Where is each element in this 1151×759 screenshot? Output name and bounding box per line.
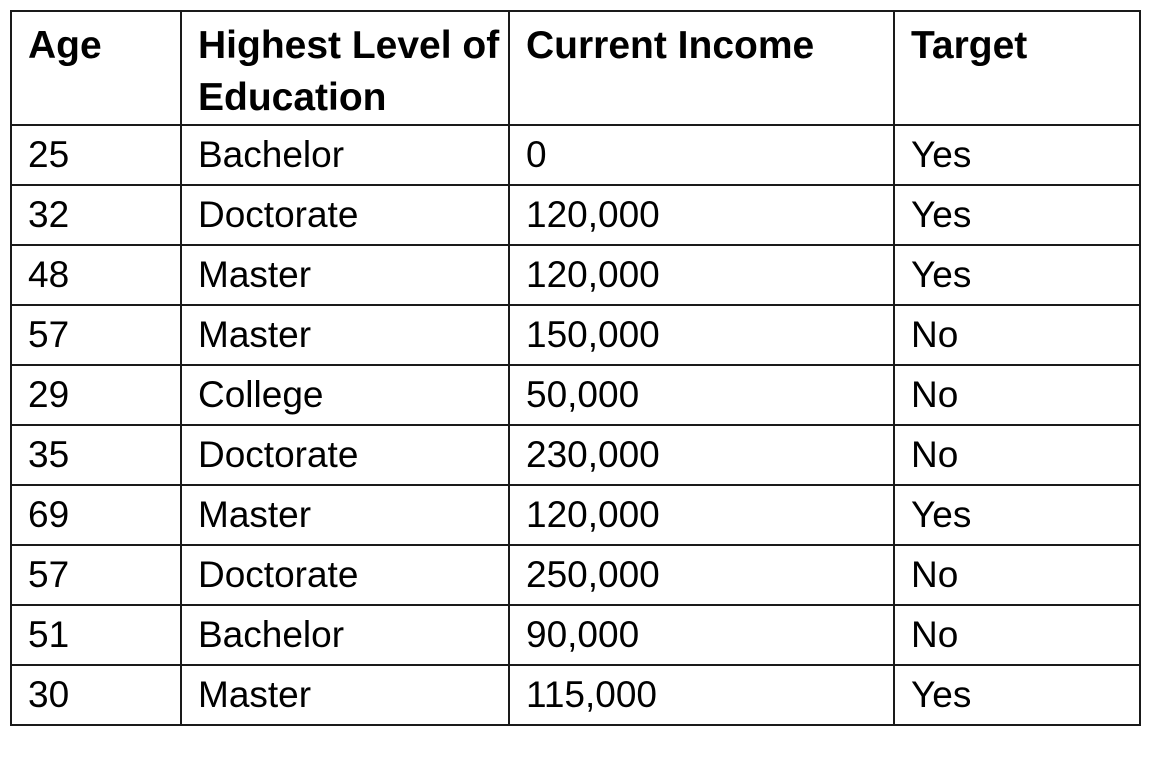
cell-age: 32 — [10, 184, 182, 246]
cell-age: 30 — [10, 664, 182, 726]
cell-target: No — [893, 424, 1141, 486]
cell-age: 29 — [10, 364, 182, 426]
cell-education: Master — [180, 484, 510, 546]
cell-income: 120,000 — [508, 184, 895, 246]
cell-income: 120,000 — [508, 244, 895, 306]
header-income: Current Income — [508, 10, 895, 126]
cell-target: Yes — [893, 124, 1141, 186]
table-row: 25 Bachelor 0 Yes — [10, 124, 1141, 186]
cell-education: Bachelor — [180, 124, 510, 186]
cell-age: 69 — [10, 484, 182, 546]
table-row: 35 Doctorate 230,000 No — [10, 424, 1141, 486]
table-row: 29 College 50,000 No — [10, 364, 1141, 426]
cell-target: No — [893, 364, 1141, 426]
cell-age: 57 — [10, 544, 182, 606]
cell-target: No — [893, 544, 1141, 606]
cell-income: 150,000 — [508, 304, 895, 366]
cell-income: 90,000 — [508, 604, 895, 666]
cell-education: Doctorate — [180, 424, 510, 486]
table-row: 57 Master 150,000 No — [10, 304, 1141, 366]
cell-education: Master — [180, 664, 510, 726]
cell-income: 250,000 — [508, 544, 895, 606]
table-row: 32 Doctorate 120,000 Yes — [10, 184, 1141, 246]
cell-target: Yes — [893, 664, 1141, 726]
cell-income: 50,000 — [508, 364, 895, 426]
cell-age: 35 — [10, 424, 182, 486]
header-education: Highest Level of Education — [180, 10, 510, 126]
cell-income: 0 — [508, 124, 895, 186]
cell-education: College — [180, 364, 510, 426]
table-row: 30 Master 115,000 Yes — [10, 664, 1141, 726]
table-row: 69 Master 120,000 Yes — [10, 484, 1141, 546]
cell-education: Doctorate — [180, 184, 510, 246]
cell-income: 120,000 — [508, 484, 895, 546]
cell-target: No — [893, 604, 1141, 666]
cell-education: Master — [180, 304, 510, 366]
cell-age: 57 — [10, 304, 182, 366]
cell-income: 230,000 — [508, 424, 895, 486]
cell-education: Doctorate — [180, 544, 510, 606]
table-header-row: Age Highest Level of Education Current I… — [10, 10, 1141, 126]
cell-age: 48 — [10, 244, 182, 306]
cell-target: Yes — [893, 484, 1141, 546]
cell-target: Yes — [893, 184, 1141, 246]
cell-education: Master — [180, 244, 510, 306]
data-table: Age Highest Level of Education Current I… — [10, 10, 1141, 726]
cell-target: No — [893, 304, 1141, 366]
cell-age: 25 — [10, 124, 182, 186]
table-row: 57 Doctorate 250,000 No — [10, 544, 1141, 606]
cell-target: Yes — [893, 244, 1141, 306]
table-row: 51 Bachelor 90,000 No — [10, 604, 1141, 666]
cell-age: 51 — [10, 604, 182, 666]
cell-education: Bachelor — [180, 604, 510, 666]
table-row: 48 Master 120,000 Yes — [10, 244, 1141, 306]
header-target: Target — [893, 10, 1141, 126]
header-age: Age — [10, 10, 182, 126]
cell-income: 115,000 — [508, 664, 895, 726]
